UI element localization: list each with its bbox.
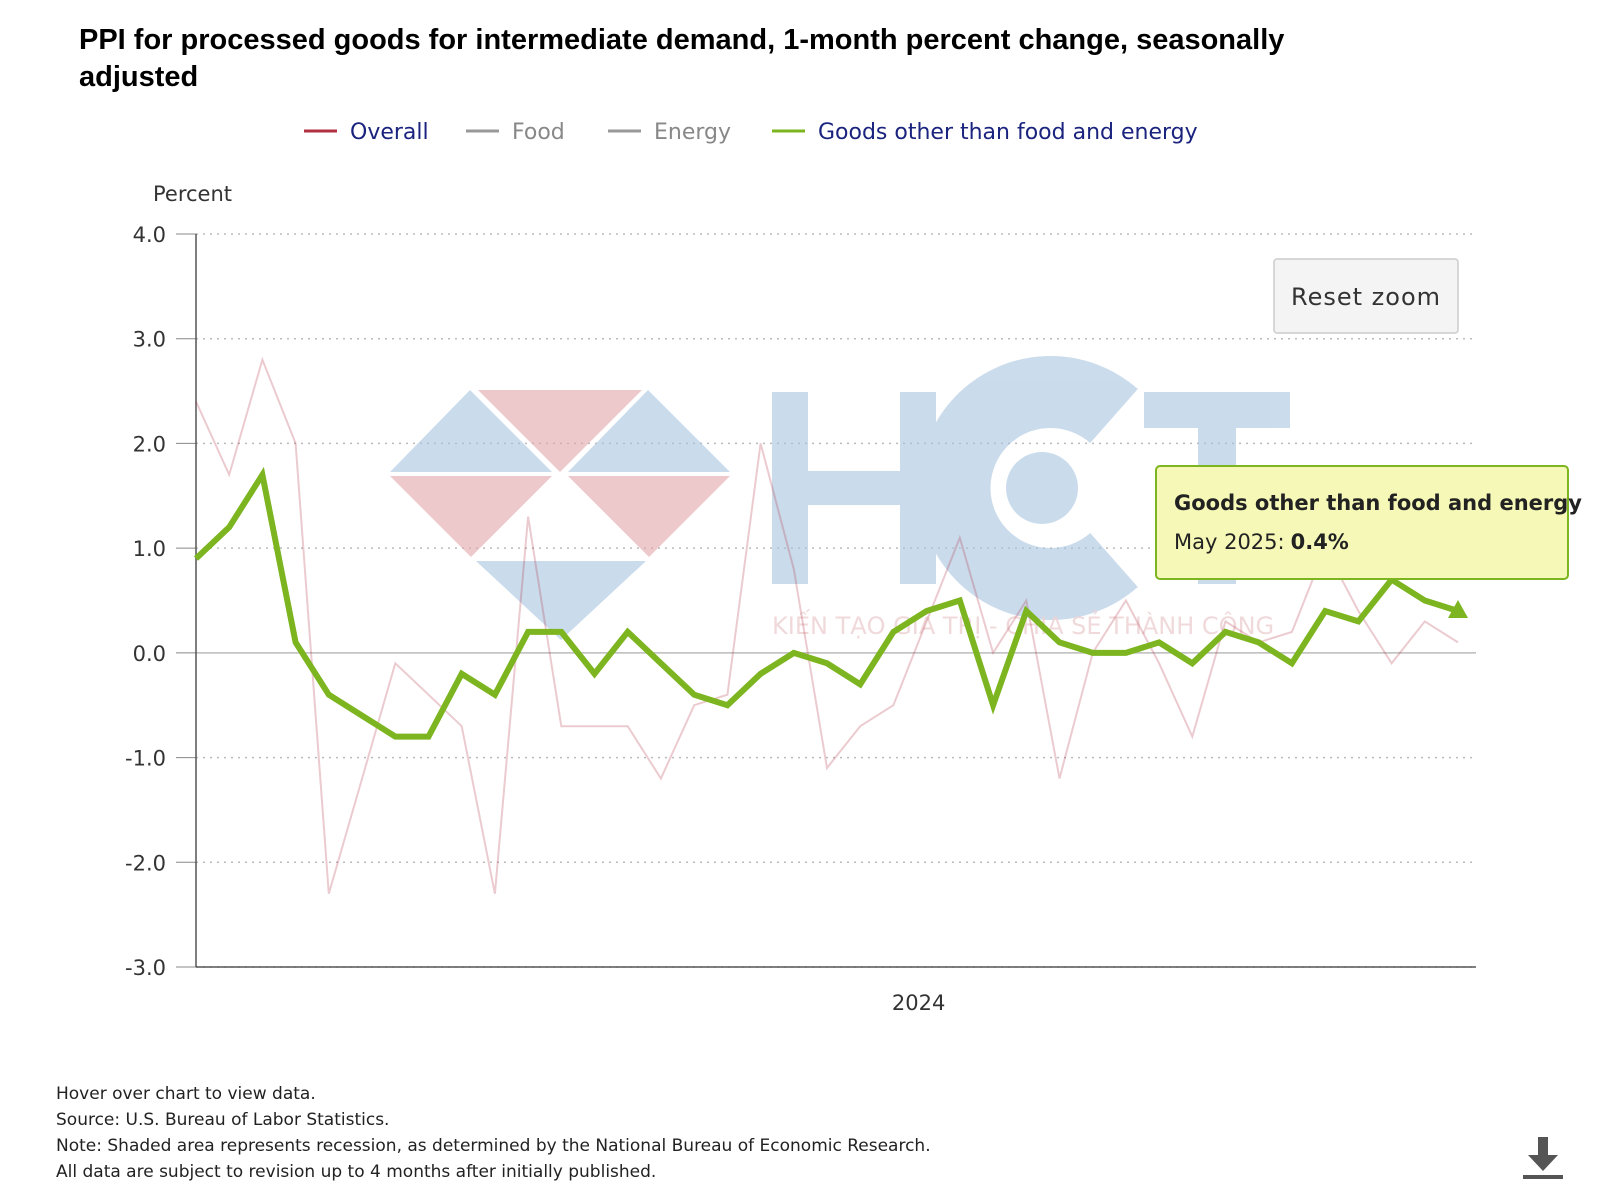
chart-notes: Hover over chart to view data. Source: U… [56, 1081, 931, 1185]
legend-label-core-goods: Goods other than food and energy [818, 120, 1198, 145]
note-source: Source: U.S. Bureau of Labor Statistics. [56, 1110, 390, 1130]
tooltip-date: May 2025: [1174, 530, 1285, 554]
watermark-triangle-right [568, 390, 730, 472]
watermark-c-dot [1006, 452, 1078, 524]
note-revision: All data are subject to revision up to 4… [56, 1162, 657, 1182]
watermark-h-bar [772, 471, 936, 505]
watermark-triangle-left [390, 390, 552, 472]
watermark: KIẾN TẠO GIÁ TRỊ - CHIA SẺ THÀNH CÔNG [390, 356, 1290, 640]
series-group [193, 356, 1468, 894]
y-tick-label: -3.0 [125, 956, 166, 980]
tooltip-box [1155, 465, 1569, 580]
hover-point-marker[interactable] [1448, 599, 1468, 618]
chart-title: PPI for processed goods for intermediate… [79, 24, 1285, 93]
grid-lines [196, 233, 1476, 968]
y-tick-label: -1.0 [125, 747, 166, 771]
x-axis-ticks: 2024 [892, 991, 945, 1015]
tooltip-value: 0.4% [1291, 530, 1349, 554]
legend-item-food[interactable]: Food [466, 120, 565, 145]
legend-label-energy: Energy [654, 120, 731, 145]
download-icon[interactable] [1520, 1135, 1566, 1181]
watermark-triangle-top [478, 390, 642, 472]
y-axis-title: Percent [153, 182, 232, 206]
series-line-overall[interactable] [195, 356, 1459, 894]
legend: Overall Food Energy Goods other than foo… [304, 120, 1198, 145]
reset-zoom-button[interactable]: Reset zoom [1273, 258, 1459, 334]
note-hover: Hover over chart to view data. [56, 1084, 316, 1104]
legend-item-overall[interactable]: Overall [304, 120, 429, 145]
y-axis-ticks: 4.0 3.0 2.0 1.0 0.0 -1.0 -2.0 -3.0 [125, 223, 196, 980]
x-tick-label: 2024 [892, 991, 945, 1015]
series-line-core-goods[interactable] [193, 466, 1459, 740]
watermark-triangle-bottom [476, 561, 646, 640]
tooltip: Goods other than food and energy May 202… [1155, 465, 1582, 580]
legend-item-energy[interactable]: Energy [608, 120, 731, 145]
y-tick-label: -2.0 [125, 851, 166, 875]
chart-canvas[interactable]: Overall Food Energy Goods other than foo… [0, 0, 1600, 1060]
legend-label-food: Food [512, 120, 565, 145]
legend-label-overall: Overall [350, 120, 429, 145]
y-tick-label: 3.0 [133, 328, 166, 352]
tooltip-series: Goods other than food and energy [1174, 491, 1582, 515]
y-tick-label: 0.0 [133, 642, 166, 666]
reset-zoom-label: Reset zoom [1291, 283, 1441, 311]
note-recession: Note: Shaded area represents recession, … [56, 1136, 931, 1156]
legend-item-core-goods[interactable]: Goods other than food and energy [772, 120, 1198, 145]
y-tick-label: 1.0 [133, 537, 166, 561]
watermark-triangle-lower-right [568, 476, 730, 557]
y-tick-label: 2.0 [133, 432, 166, 456]
tooltip-line: May 2025: 0.4% [1174, 530, 1349, 554]
watermark-c [918, 356, 1138, 620]
y-tick-label: 4.0 [133, 223, 166, 247]
watermark-triangle-lower-left [390, 476, 552, 557]
